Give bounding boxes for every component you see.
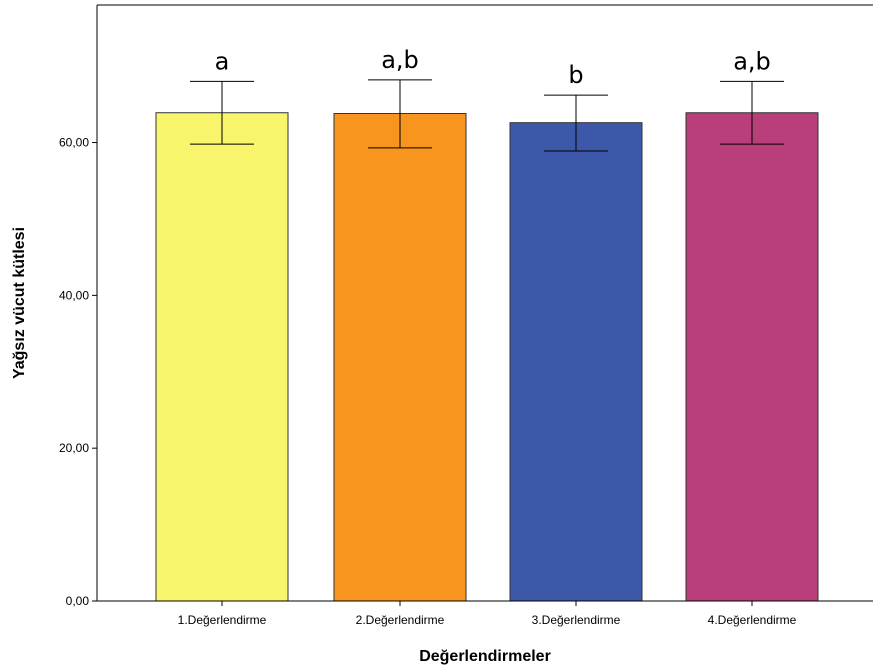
bars-layer bbox=[155, 112, 819, 602]
significance-label-2: a,b bbox=[381, 46, 419, 74]
x-tick-label-1: 1.Değerlendirme bbox=[178, 613, 267, 627]
error-bars-layer bbox=[190, 79, 784, 152]
x-tick-label-3: 3.Değerlendirme bbox=[532, 613, 621, 627]
x-tick-label-4: 4.Değerlendirme bbox=[708, 613, 797, 627]
axes-layer bbox=[96, 4, 873, 602]
significance-label-4: a,b bbox=[733, 47, 771, 75]
x-axis-title: Değerlendirmeler bbox=[419, 648, 551, 665]
x-ticks-layer: 1.Değerlendirme 2.Değerlendirme 3.Değerlen… bbox=[178, 601, 797, 627]
significance-label-1: a bbox=[215, 47, 230, 75]
significance-labels-layer: a a,b b a,b bbox=[215, 46, 771, 89]
x-tick-label-2: 2.Değerlendirme bbox=[356, 613, 445, 627]
y-tick-label-3: 40,00 bbox=[59, 288, 89, 302]
y-axis-title: Yağsız vücut kütlesi bbox=[11, 227, 28, 379]
y-tick-label-4: 60,00 bbox=[59, 136, 89, 150]
bar-4 bbox=[685, 112, 819, 602]
significance-label-3: b bbox=[568, 61, 583, 89]
y-ticks-layer: 0,00 20,00 40,00 60,00 bbox=[59, 136, 97, 608]
bar-2 bbox=[333, 113, 467, 602]
y-tick-label-1: 0,00 bbox=[66, 594, 90, 608]
y-tick-label-2: 20,00 bbox=[59, 441, 89, 455]
bar-3 bbox=[509, 122, 643, 602]
bar-1 bbox=[155, 112, 289, 602]
